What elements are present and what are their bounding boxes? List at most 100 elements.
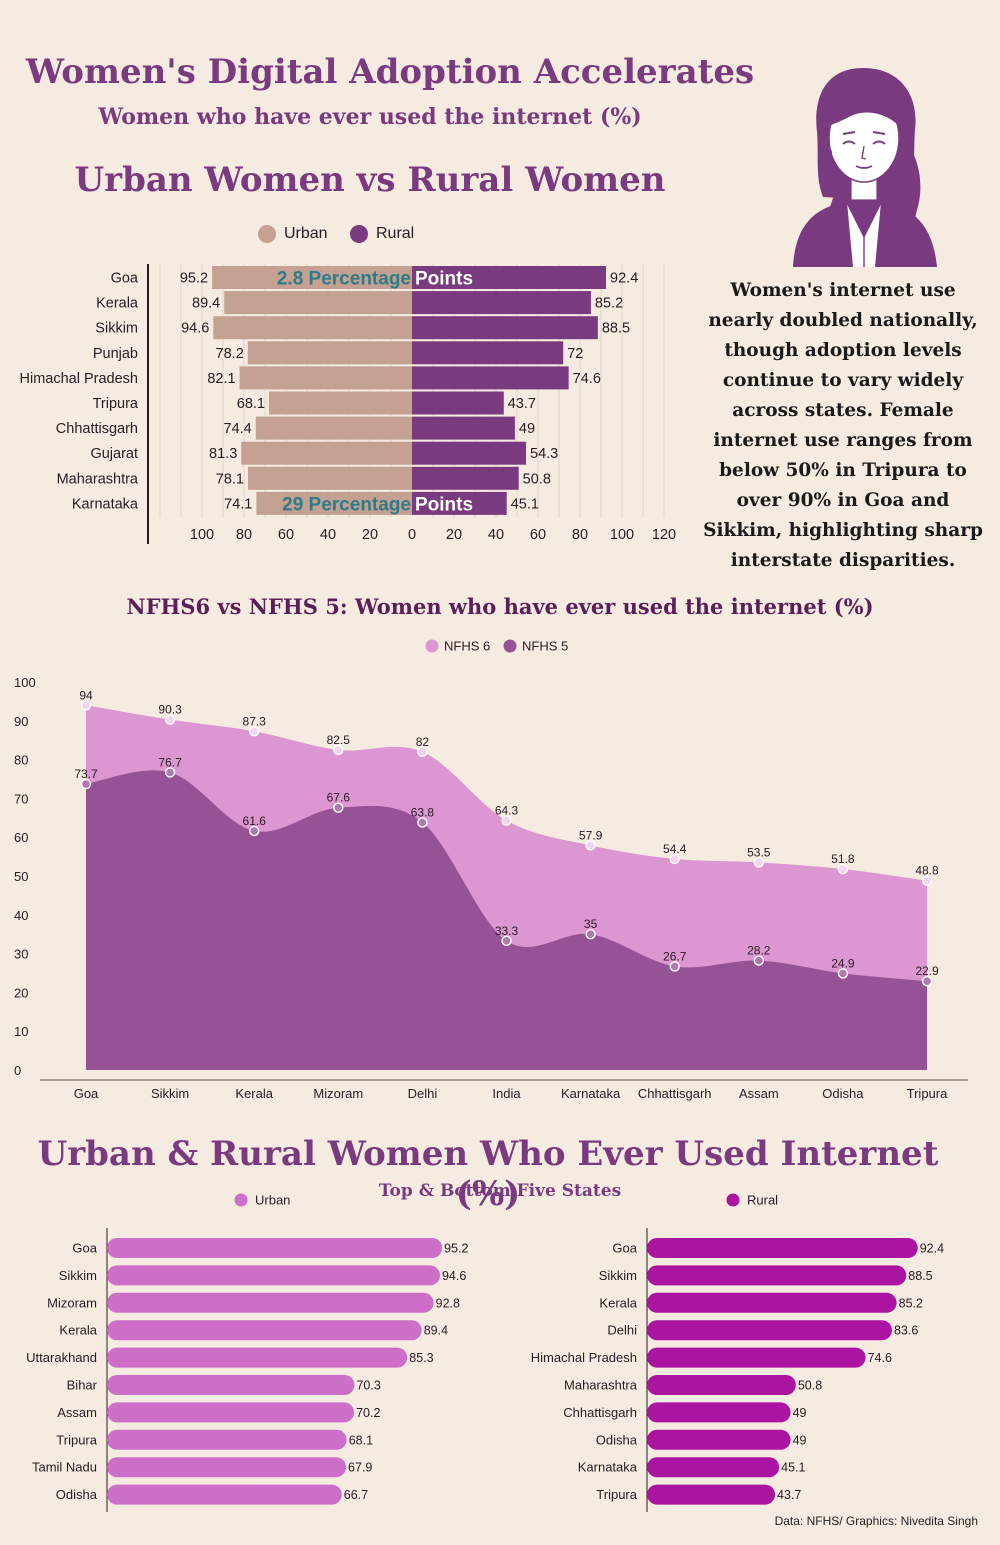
urban-bar [256, 491, 412, 515]
value-label: 45.1 [781, 1461, 805, 1475]
rural-value-label: 50.8 [523, 471, 551, 487]
bar [647, 1292, 897, 1313]
nfhs5-data-label: 35 [584, 917, 598, 931]
category-label: Goa [111, 271, 139, 287]
value-label: 92.8 [436, 1296, 460, 1310]
y-tick-label: 40 [14, 908, 28, 923]
x-tick-label: 100 [190, 527, 214, 543]
urban-bar [213, 316, 412, 340]
nfhs5-data-label: 24.9 [831, 956, 855, 970]
nfhs6-data-label: 94 [79, 688, 93, 702]
rural-value-label: 74.6 [573, 371, 601, 387]
bar [647, 1429, 791, 1450]
nfhs5-data-label: 61.6 [243, 814, 267, 828]
category-label: Sikkim [95, 321, 138, 337]
nfhs5-point [585, 929, 596, 940]
legend-swatch [726, 1193, 740, 1207]
rural-bar [412, 441, 527, 465]
category-label: Kerala [59, 1323, 97, 1338]
y-tick-label: 10 [14, 1024, 28, 1039]
x-tick-label: 0 [408, 527, 416, 543]
x-tick-label: 20 [362, 527, 378, 543]
value-label: 74.6 [868, 1351, 892, 1365]
rural-bar [412, 316, 598, 340]
nfhs5-point [669, 961, 680, 972]
rural-bar [412, 491, 507, 515]
category-label: Punjab [93, 346, 138, 362]
note-text: Women's internet use nearly doubled nati… [703, 280, 983, 571]
nfhs5-point [333, 802, 344, 813]
nfhs5-data-label: 76.7 [158, 755, 182, 769]
bar [107, 1484, 342, 1505]
nfhs5-data-label: 33.3 [495, 924, 519, 938]
x-tick-label: 40 [320, 527, 336, 543]
rural-value-label: 54.3 [530, 446, 558, 462]
value-label: 68.1 [349, 1433, 373, 1447]
urban-bar [239, 366, 412, 390]
rural-value-label: 88.5 [602, 321, 630, 337]
value-label: 83.6 [894, 1324, 918, 1338]
nfhs5-data-label: 63.8 [411, 805, 435, 819]
nfhs5-point [753, 955, 764, 966]
legend-urban-label: Urban [284, 225, 328, 242]
x-tick-label: 100 [610, 527, 634, 543]
urban-rural-butterfly-chart: Goa 95.2 92.4 Kerala 89.4 85.2 Sikkim 94.6 88.5 P… [20, 264, 676, 544]
nfhs5-area [86, 770, 927, 1070]
rural-bar [412, 266, 607, 289]
category-label: Uttarakhand [26, 1350, 97, 1365]
bar [107, 1429, 347, 1450]
annotation-label: Points [415, 269, 473, 290]
x-tick-label: Karnataka [561, 1086, 621, 1101]
bar [647, 1375, 796, 1395]
main-title: Women's Digital Adoption Accelerates [25, 52, 755, 92]
value-label: 94.6 [442, 1269, 466, 1283]
category-label: Maharashtra [57, 471, 139, 487]
rural-top-bottom-chart: Rural Goa 92.4 Sikkim 88.5 Kerala 85.2 Delhi 83.… [531, 1193, 944, 1512]
category-label: Maharashtra [564, 1378, 638, 1393]
nfhs5-point [921, 975, 933, 987]
category-label: Odisha [596, 1432, 638, 1447]
category-label: Goa [72, 1241, 97, 1256]
category-label: Mizoram [47, 1295, 97, 1310]
value-label: 70.2 [356, 1406, 380, 1420]
nfhs5-data-label: 22.9 [915, 964, 939, 978]
rural-value-label: 72 [567, 346, 583, 362]
y-tick-label: 20 [14, 985, 28, 1000]
nfhs6-point [417, 746, 428, 758]
nfhs5-point [164, 767, 176, 778]
nfhs5-point [80, 778, 92, 790]
rural-value-label: 49 [519, 421, 535, 437]
rural-value-label: 92.4 [610, 271, 638, 287]
nfhs6-data-label: 82 [416, 735, 430, 749]
y-tick-label: 50 [14, 869, 28, 884]
y-tick-label: 80 [14, 753, 28, 768]
section1-title: Urban Women vs Rural Women [74, 160, 666, 200]
section3-subtitle: Top & Bottom Five States [378, 1181, 622, 1201]
value-label: 43.7 [777, 1488, 801, 1502]
bar [647, 1238, 918, 1258]
value-label: 50.8 [798, 1379, 822, 1393]
nfhs6-point [333, 744, 344, 756]
urban-value-label: 74.4 [224, 421, 252, 437]
category-label: Goa [612, 1241, 637, 1256]
legend-rural-swatch [350, 225, 368, 243]
nfhs6-point [921, 875, 933, 886]
y-tick-label: 70 [14, 791, 28, 806]
nfhs6-point [669, 853, 680, 865]
nfhs6-point [585, 840, 596, 851]
nfhs6-point [248, 726, 260, 737]
nfhs-area-chart: NFHS 6 NFHS 5 0 10 20 30 40 50 60 70 80 90 100 94 90.3… [14, 639, 968, 1101]
rural-bar [412, 366, 569, 390]
nfhs6-data-label: 53.5 [747, 845, 771, 859]
urban-top-bottom-chart: Urban Goa 95.2 Sikkim 94.6 Mizoram 92.8 Kerala 8… [26, 1193, 468, 1512]
category-label: Karnataka [72, 496, 139, 512]
category-label: Gujarat [90, 446, 138, 462]
nfhs6-point [753, 857, 764, 868]
value-label: 89.4 [424, 1324, 448, 1338]
bar [107, 1347, 408, 1368]
y-tick-label: 30 [14, 947, 28, 962]
x-tick-label: 120 [652, 527, 676, 543]
category-label: Bihar [67, 1378, 98, 1393]
urban-value-label: 78.1 [216, 471, 244, 487]
urban-value-label: 78.2 [216, 346, 244, 362]
